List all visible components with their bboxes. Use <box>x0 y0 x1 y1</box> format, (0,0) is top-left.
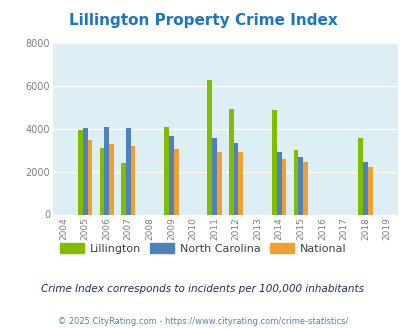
Text: Lillington Property Crime Index: Lillington Property Crime Index <box>68 13 337 28</box>
Legend: Lillington, North Carolina, National: Lillington, North Carolina, National <box>55 238 350 258</box>
Bar <box>164 127 168 214</box>
Bar <box>121 163 126 215</box>
Bar <box>276 152 281 214</box>
Text: Crime Index corresponds to incidents per 100,000 inhabitants: Crime Index corresponds to incidents per… <box>41 284 364 294</box>
Bar <box>281 159 286 214</box>
Bar <box>362 162 367 214</box>
Bar <box>233 143 238 214</box>
Bar <box>212 138 216 214</box>
Bar <box>367 167 372 214</box>
Bar <box>303 162 307 214</box>
Text: © 2025 CityRating.com - https://www.cityrating.com/crime-statistics/: © 2025 CityRating.com - https://www.city… <box>58 317 347 326</box>
Bar <box>228 109 233 214</box>
Bar <box>271 111 276 214</box>
Bar <box>173 149 178 214</box>
Bar <box>238 152 243 214</box>
Bar <box>168 136 173 214</box>
Bar <box>207 81 212 214</box>
Bar <box>130 146 135 214</box>
Bar <box>216 152 221 214</box>
Bar <box>358 138 362 214</box>
Bar <box>87 141 92 214</box>
Bar <box>99 148 104 214</box>
Bar <box>298 157 303 214</box>
Bar <box>78 130 83 214</box>
Bar <box>83 128 87 214</box>
Bar <box>109 144 113 214</box>
Bar <box>104 127 109 214</box>
Bar <box>293 150 298 214</box>
Bar <box>126 128 130 214</box>
